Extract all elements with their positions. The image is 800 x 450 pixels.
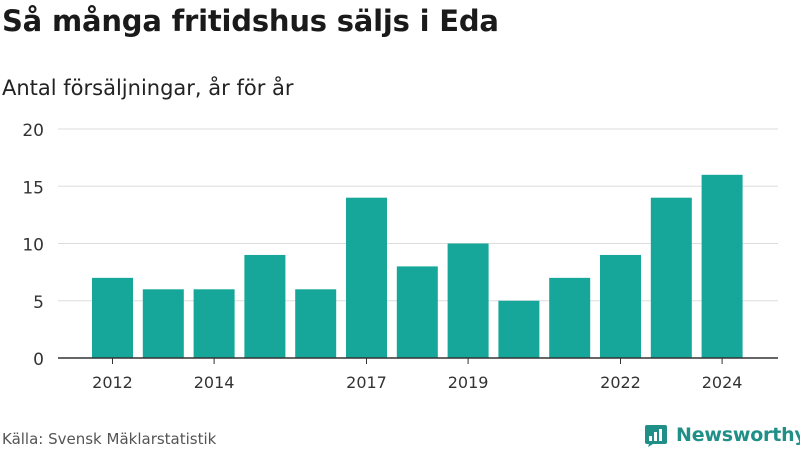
bar-chart: 0 5 10 15 20 2012 2014 2017 2019 2022 2024	[22, 121, 778, 392]
x-axis	[58, 357, 778, 364]
bar-2020	[498, 300, 540, 358]
bar-2021	[549, 277, 591, 358]
bar-2024	[701, 174, 743, 358]
x-tick-label: 2012	[92, 373, 133, 392]
bar-series	[92, 174, 743, 358]
bar-2013	[142, 289, 184, 358]
chart-subtitle: Antal försäljningar, år för år	[2, 76, 294, 100]
x-tick-label: 2014	[194, 373, 235, 392]
brand-name: Newsworthy	[676, 424, 800, 446]
bar-2018	[396, 266, 438, 358]
newsworthy-logo: Newsworthy	[644, 420, 800, 450]
bar-2015	[244, 254, 286, 358]
chart-title: Så många fritidshus säljs i Eda	[2, 4, 499, 38]
x-tick-label: 2019	[448, 373, 489, 392]
source-note: Källa: Svensk Mäklarstatistik	[2, 430, 217, 448]
bar-2019	[447, 243, 489, 358]
bar-2016	[295, 289, 337, 358]
y-tick-label: 5	[33, 293, 44, 313]
y-axis-labels: 0 5 10 15 20	[22, 121, 44, 370]
y-tick-label: 0	[33, 350, 44, 370]
bar-2014	[193, 289, 235, 358]
y-tick-label: 15	[22, 178, 44, 198]
bar-2017	[346, 197, 387, 358]
bar-chart-bubble-icon	[645, 425, 667, 447]
bar-2012	[92, 277, 133, 358]
y-tick-label: 10	[22, 236, 44, 256]
x-tick-label: 2017	[346, 373, 387, 392]
bar-2023	[650, 197, 692, 358]
bar-2022	[600, 254, 641, 358]
x-tick-label: 2022	[600, 373, 641, 392]
x-axis-labels: 2012 2014 2017 2019 2022 2024	[92, 373, 742, 392]
x-tick-label: 2024	[702, 373, 743, 392]
y-tick-label: 20	[22, 121, 44, 141]
